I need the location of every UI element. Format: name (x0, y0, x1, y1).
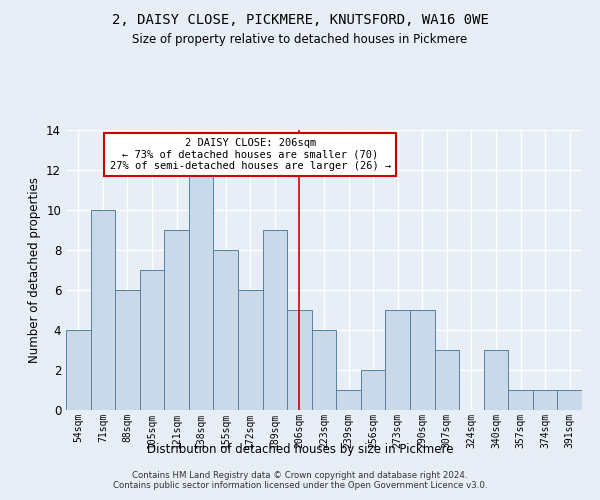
Y-axis label: Number of detached properties: Number of detached properties (28, 177, 41, 363)
Text: Size of property relative to detached houses in Pickmere: Size of property relative to detached ho… (133, 32, 467, 46)
Bar (140, 270, 164, 410)
Bar (66, 330, 91, 410)
Bar (238, 290, 263, 410)
Text: 2 DAISY CLOSE: 206sqm
← 73% of detached houses are smaller (70)
27% of semi-deta: 2 DAISY CLOSE: 206sqm ← 73% of detached … (110, 138, 391, 171)
Text: Contains HM Land Registry data © Crown copyright and database right 2024.
Contai: Contains HM Land Registry data © Crown c… (113, 470, 487, 490)
Bar (336, 390, 361, 410)
Bar (508, 390, 533, 410)
Bar (434, 350, 459, 410)
Bar (557, 390, 582, 410)
Bar (189, 170, 214, 410)
Bar (410, 310, 434, 410)
Bar (214, 250, 238, 410)
Text: Distribution of detached houses by size in Pickmere: Distribution of detached houses by size … (147, 442, 453, 456)
Bar (115, 290, 140, 410)
Bar (287, 310, 312, 410)
Bar (164, 230, 189, 410)
Bar (361, 370, 385, 410)
Bar (91, 210, 115, 410)
Bar (484, 350, 508, 410)
Bar (263, 230, 287, 410)
Bar (385, 310, 410, 410)
Bar (533, 390, 557, 410)
Bar (312, 330, 336, 410)
Text: 2, DAISY CLOSE, PICKMERE, KNUTSFORD, WA16 0WE: 2, DAISY CLOSE, PICKMERE, KNUTSFORD, WA1… (112, 12, 488, 26)
